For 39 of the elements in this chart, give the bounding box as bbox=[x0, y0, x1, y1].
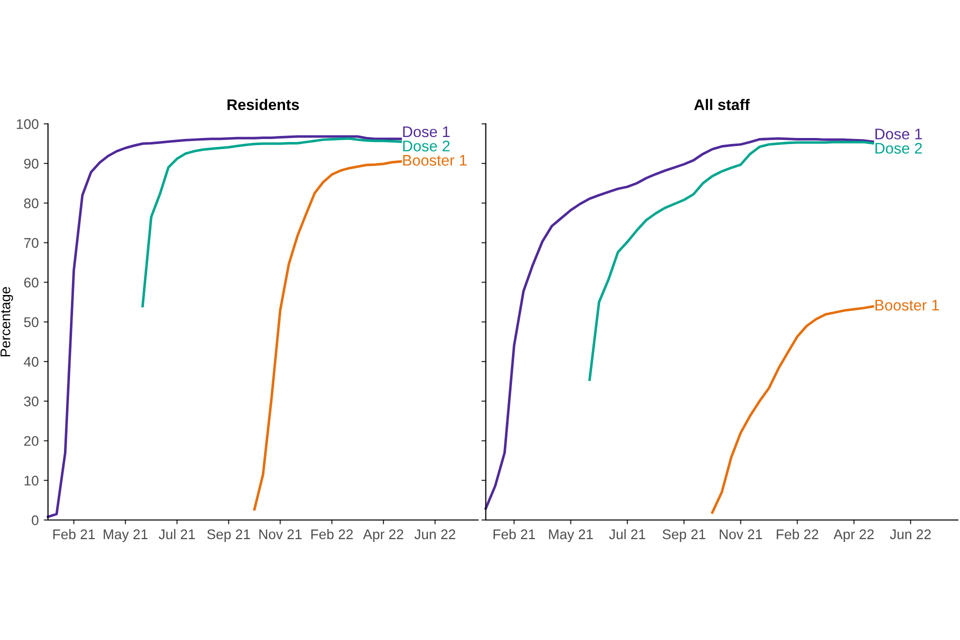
x-tick-label: Nov 21 bbox=[259, 529, 302, 540]
x-tick-label: May 21 bbox=[549, 529, 593, 542]
line-series bbox=[46, 135, 402, 518]
chart-title: Residents bbox=[228, 98, 299, 110]
y-tick-label: 0 bbox=[32, 515, 38, 526]
x-tick-label: Nov 21 bbox=[720, 529, 762, 540]
series-label: Dose 1 bbox=[403, 126, 450, 138]
y-tick-label: 40 bbox=[24, 356, 38, 367]
x-tick-label: Sep 21 bbox=[662, 529, 706, 542]
y-tick-label: 50 bbox=[24, 317, 38, 328]
x-tick-label: Apr 22 bbox=[834, 529, 874, 542]
series-label: Dose 2 bbox=[403, 140, 450, 152]
y-tick-label: 10 bbox=[24, 476, 38, 486]
chart-title: All staff bbox=[694, 98, 750, 110]
y-tick-label: 80 bbox=[24, 198, 38, 208]
series-label: Dose 1 bbox=[875, 128, 922, 140]
x-tick-label: Feb 22 bbox=[311, 529, 353, 540]
y-tick-label: 20 bbox=[24, 436, 38, 446]
y-tick-label: 30 bbox=[24, 396, 38, 406]
x-tick-label: Apr 22 bbox=[363, 529, 404, 542]
x-tick-label: Jul 21 bbox=[158, 529, 195, 540]
x-tick-label: Feb 22 bbox=[776, 529, 818, 540]
y-tick-label: 90 bbox=[24, 158, 38, 169]
y-tick-label: 100 bbox=[16, 119, 38, 130]
y-tick-label: 60 bbox=[24, 278, 38, 288]
line-series bbox=[141, 137, 402, 308]
series-label: Booster 1 bbox=[875, 300, 939, 311]
line-series bbox=[253, 160, 402, 511]
x-tick-label: May 21 bbox=[104, 529, 148, 542]
x-tick-label: Feb 21 bbox=[494, 529, 536, 540]
series-label: Booster 1 bbox=[403, 155, 467, 166]
series-label: Dose 2 bbox=[875, 142, 922, 154]
y-tick-label: 70 bbox=[24, 238, 38, 248]
x-tick-label: Jun 22 bbox=[890, 529, 931, 540]
x-tick-label: Feb 21 bbox=[53, 529, 95, 540]
x-tick-label: Sep 21 bbox=[207, 529, 250, 542]
y-axis-title: Percentage bbox=[0, 287, 14, 356]
x-tick-label: Jul 21 bbox=[609, 529, 646, 540]
x-tick-label: Jun 22 bbox=[414, 529, 456, 540]
